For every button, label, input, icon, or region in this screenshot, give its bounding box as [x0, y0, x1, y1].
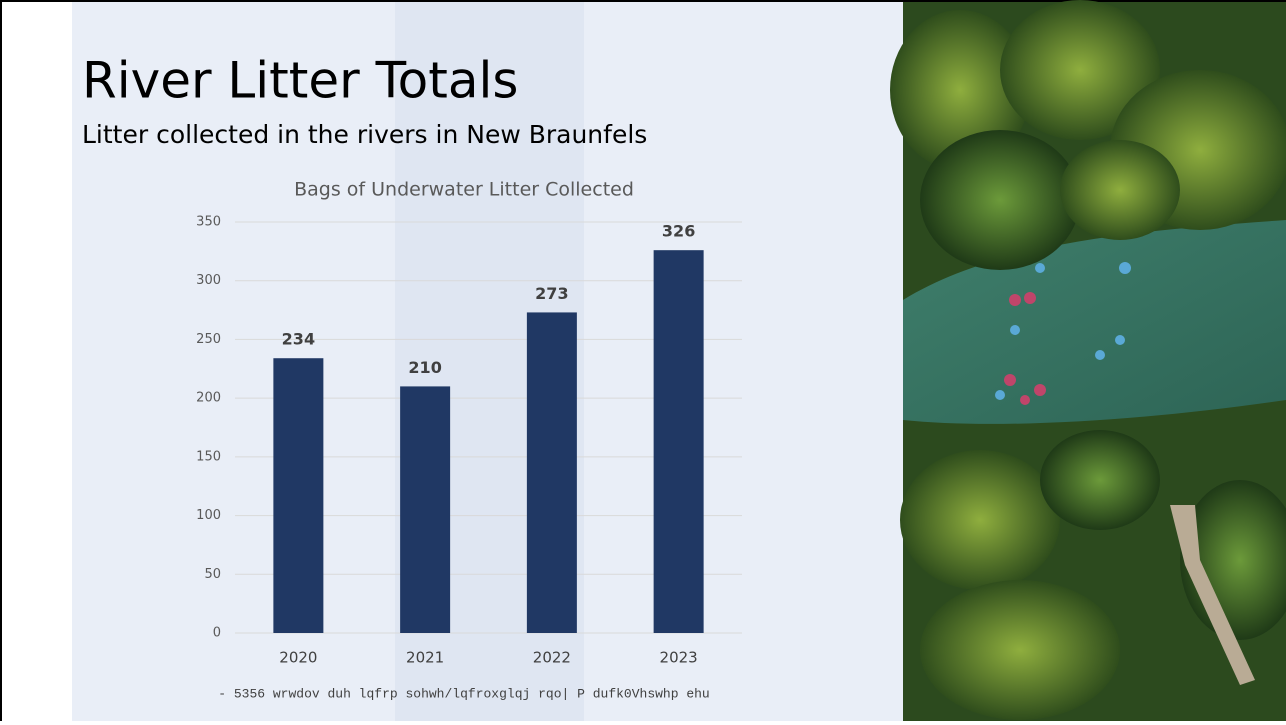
data-label: 234 — [282, 330, 315, 349]
x-tick-label: 2023 — [660, 649, 698, 667]
x-tick-label: 2021 — [406, 649, 444, 667]
bar — [400, 386, 451, 633]
y-tick-label: 50 — [204, 567, 221, 582]
bar — [526, 312, 577, 633]
footnote: - 5356 wrwdov duh lqfrp sohwh/lqfroxglqj… — [218, 686, 709, 701]
data-label: 326 — [662, 222, 695, 241]
y-tick-label: 200 — [196, 391, 221, 406]
y-tick-label: 100 — [196, 508, 221, 523]
y-tick-label: 300 — [196, 273, 221, 288]
slide-title: River Litter Totals — [82, 52, 518, 110]
y-tick-label: 250 — [196, 332, 221, 347]
data-label: 210 — [408, 358, 441, 377]
bar — [653, 250, 704, 633]
x-tick-label: 2020 — [279, 649, 317, 667]
data-label: 273 — [535, 284, 568, 303]
y-tick-label: 150 — [196, 449, 221, 464]
slide-subtitle: Litter collected in the rivers in New Br… — [82, 120, 647, 149]
photo — [890, 0, 1286, 721]
y-tick-label: 350 — [196, 215, 221, 230]
chart-title: Bags of Underwater Litter Collected — [294, 179, 634, 201]
y-tick-label: 0 — [213, 626, 221, 641]
bar — [273, 358, 324, 633]
x-tick-label: 2022 — [533, 649, 571, 667]
